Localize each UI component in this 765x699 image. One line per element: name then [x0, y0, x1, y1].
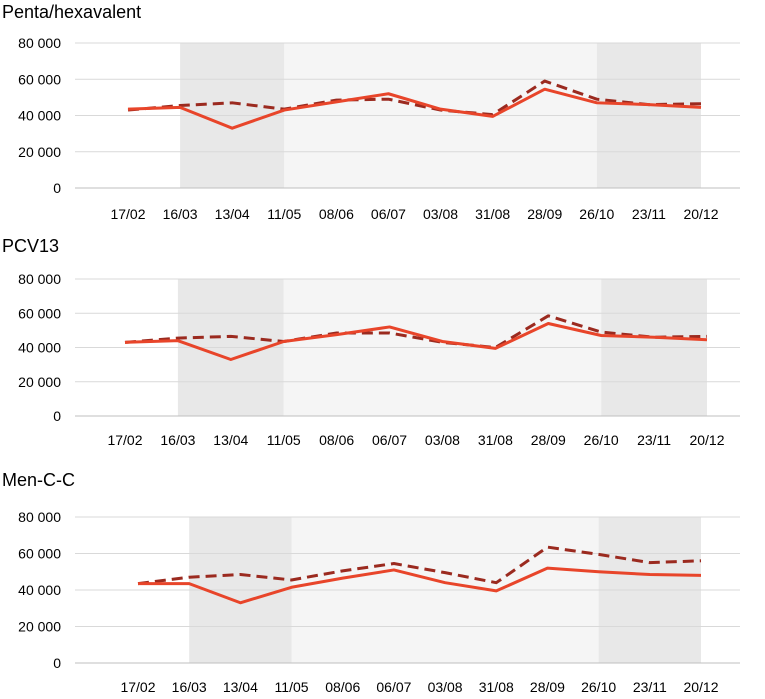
- x-tick-label: 20/12: [683, 679, 718, 695]
- chart-title: Men-C-C: [2, 470, 76, 490]
- x-tick-label: 23/11: [637, 432, 671, 448]
- x-tick-label: 06/07: [376, 679, 411, 695]
- y-tick-label: 20 000: [18, 619, 61, 635]
- x-tick-label: 26/10: [581, 679, 616, 695]
- x-tick-label: 31/08: [475, 206, 510, 222]
- chart-group-2: 0 20 000 40 000 60 000 80 000 17/02 16/03 13/04…: [18, 271, 740, 448]
- x-tick-label: 28/09: [527, 206, 562, 222]
- x-tick-label: 13/04: [215, 206, 250, 222]
- series-line-dashed: [124, 314, 708, 349]
- x-tick-label: 08/06: [325, 679, 360, 695]
- x-tick-label: 26/10: [584, 432, 619, 448]
- series-line-dashed: [137, 545, 702, 586]
- x-tick-label: 11/05: [267, 206, 301, 222]
- x-tick-label: 26/10: [579, 206, 614, 222]
- x-tick-label: 03/08: [425, 432, 460, 448]
- y-tick-label: 80 000: [18, 509, 61, 525]
- y-tick-label: 20 000: [18, 374, 61, 390]
- x-tick-label: 17/02: [120, 679, 155, 695]
- series-line-solid: [138, 566, 702, 605]
- x-tick-label: 08/06: [319, 432, 354, 448]
- x-tick-label: 31/08: [478, 432, 513, 448]
- x-tick-label: 13/04: [223, 679, 258, 695]
- x-tick-label: 28/09: [531, 432, 566, 448]
- y-tick-label: 60 000: [18, 71, 61, 87]
- x-tick-label: 17/02: [110, 206, 145, 222]
- chart-group-1: 0 20 000 40 000 60 000 80 000 17/02 16/03 13/04…: [18, 35, 740, 222]
- chart-title: PCV13: [2, 236, 60, 256]
- chart-title: Penta/hexavalent: [2, 2, 142, 22]
- chart-group-3: 0 20 000 40 000 60 000 80 000 17/02 16/03 13/04…: [18, 509, 740, 695]
- series-line-solid: [127, 87, 702, 130]
- y-tick-label: 60 000: [18, 546, 61, 562]
- y-tick-label: 40 000: [18, 340, 61, 356]
- x-tick-label: 20/12: [689, 432, 724, 448]
- series-line-solid: [124, 322, 708, 361]
- x-tick-label: 23/11: [633, 679, 667, 695]
- y-tick-label: 20 000: [18, 144, 61, 160]
- y-tick-label: 40 000: [18, 108, 61, 124]
- x-tick-label: 31/08: [479, 679, 514, 695]
- y-tick-label: 60 000: [18, 305, 61, 321]
- x-tick-label: 06/07: [372, 432, 407, 448]
- x-tick-label: 28/09: [530, 679, 565, 695]
- y-tick-label: 80 000: [18, 35, 61, 51]
- x-tick-label: 03/08: [423, 206, 458, 222]
- x-tick-label: 11/05: [267, 432, 301, 448]
- x-tick-label: 23/11: [632, 206, 666, 222]
- y-tick-label: 80 000: [18, 271, 61, 287]
- x-tick-label: 08/06: [319, 206, 354, 222]
- x-tick-label: 17/02: [107, 432, 142, 448]
- y-tick-label: 0: [53, 180, 61, 196]
- x-tick-label: 20/12: [683, 206, 718, 222]
- x-tick-label: 13/04: [213, 432, 248, 448]
- y-tick-label: 0: [53, 655, 61, 671]
- series-line-dashed: [127, 79, 702, 117]
- x-tick-label: 11/05: [275, 679, 309, 695]
- x-tick-label: 16/03: [160, 432, 195, 448]
- x-tick-label: 16/03: [163, 206, 198, 222]
- x-tick-label: 06/07: [371, 206, 406, 222]
- x-tick-label: 16/03: [172, 679, 207, 695]
- y-tick-label: 40 000: [18, 582, 61, 598]
- x-tick-label: 03/08: [428, 679, 463, 695]
- y-tick-label: 0: [53, 408, 61, 424]
